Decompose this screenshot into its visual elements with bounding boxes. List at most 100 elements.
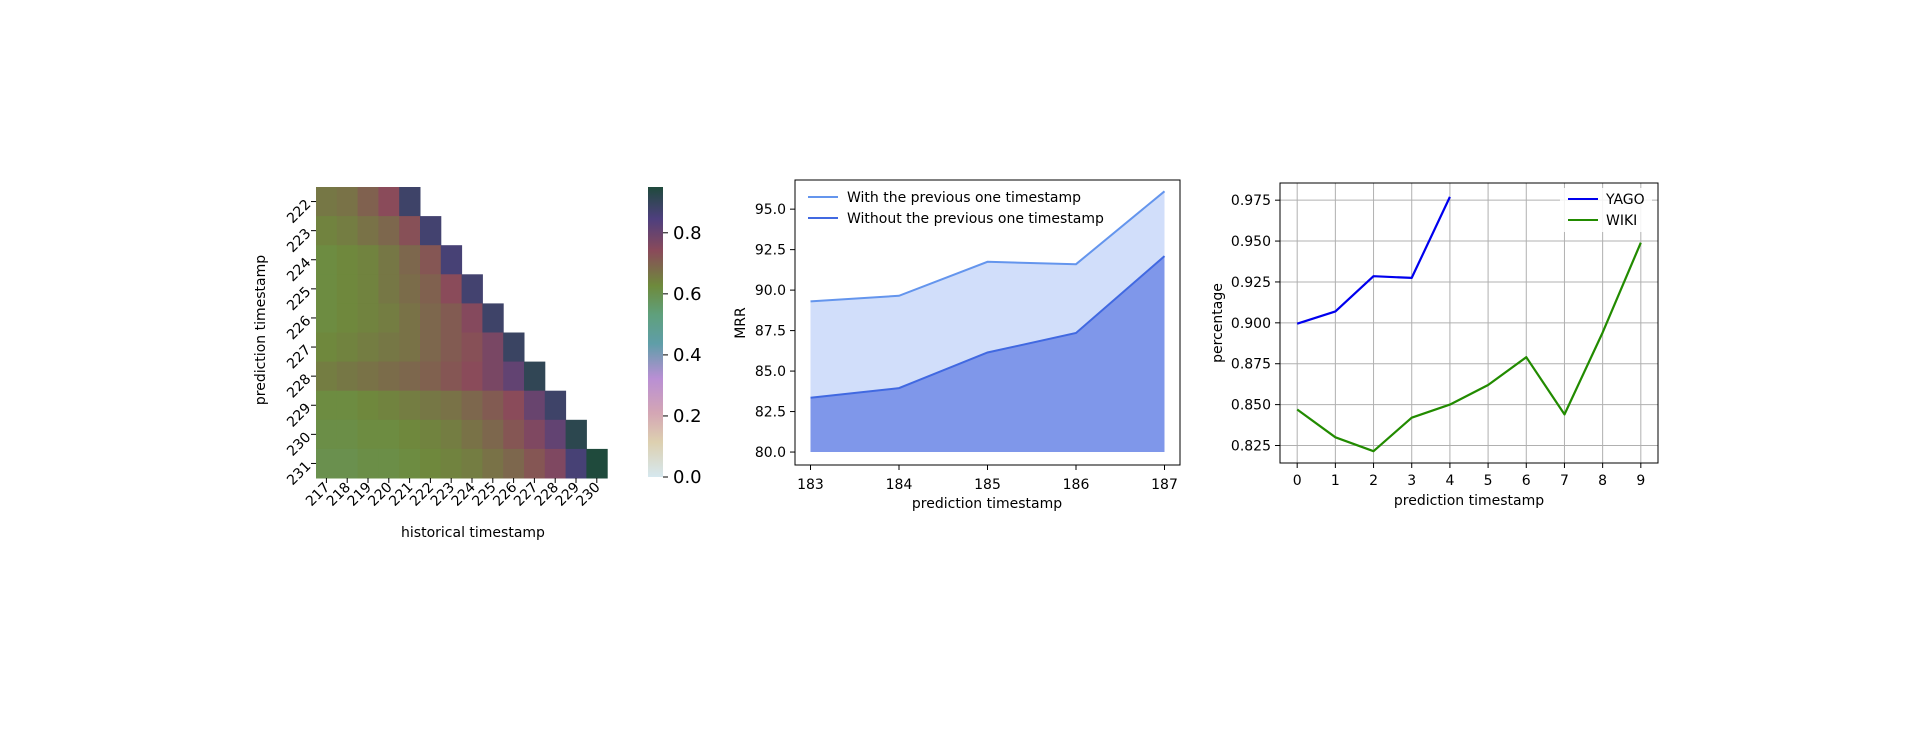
heatmap-cell: [565, 419, 587, 450]
heatmap-cell: [316, 187, 338, 217]
heatmap-cell: [336, 361, 359, 392]
heatmap-cell: [524, 390, 546, 421]
heatmap-cell: [336, 448, 359, 479]
line-chart-x-tick-label: 6: [1522, 473, 1531, 489]
line-chart-x-tick-label: 0: [1293, 473, 1302, 489]
line-chart-x-tick-label: 8: [1598, 473, 1607, 489]
heatmap-cell: [503, 361, 525, 392]
heatmap-cell: [399, 332, 421, 363]
line-chart-legend: YAGO WIKI: [1560, 188, 1652, 232]
heatmap-cell: [357, 448, 379, 479]
colorbar-tick-label: 0.2: [673, 406, 702, 427]
heatmap-cells: [316, 187, 608, 479]
heatmap-cell: [378, 448, 400, 479]
heatmap-cell: [399, 245, 421, 275]
legend-label-with-previous: With the previous one timestamp: [847, 190, 1081, 206]
heatmap-x-axis-label: historical timestamp: [401, 525, 545, 541]
line-chart-x-tick-label: 4: [1445, 473, 1454, 489]
heatmap-cell: [336, 216, 359, 246]
line-chart-y-tick-label: 0.925: [1231, 275, 1271, 291]
colorbar-ticks: 0.0 0.2 0.4 0.6 0.8: [663, 223, 702, 488]
heatmap-y-axis-label: prediction timestamp: [253, 255, 269, 405]
heatmap-cell: [524, 448, 546, 479]
heatmap-cell: [503, 332, 525, 363]
heatmap-cell: [524, 419, 546, 450]
heatmap-cell: [336, 332, 359, 363]
area-chart-y-tick-label: 92.5: [755, 243, 786, 259]
area-line-series-1: [810, 255, 1166, 399]
area-chart-y-tick-label: 85.0: [755, 364, 786, 380]
heatmap-cell: [440, 303, 463, 333]
line-chart-x-axis-label: prediction timestamp: [1394, 493, 1544, 509]
heatmap-cell: [420, 332, 442, 363]
heatmap-cell: [378, 332, 400, 363]
heatmap-cell: [544, 448, 567, 479]
line-chart-x-ticks: 0 1 2 3 4 5 6 7 8 9: [1293, 463, 1645, 489]
heatmap-cell: [482, 303, 504, 333]
heatmap-cell: [399, 419, 421, 450]
heatmap-cell: [399, 274, 421, 304]
legend-label-wiki: WIKI: [1606, 213, 1637, 229]
area-chart-y-tick-label: 87.5: [755, 324, 786, 340]
heatmap-cell: [482, 448, 504, 479]
heatmap-cell: [378, 216, 400, 246]
heatmap-cell: [565, 448, 587, 479]
heatmap-cell: [378, 245, 400, 275]
heatmap-cell: [357, 216, 379, 246]
heatmap-cell: [316, 361, 338, 392]
heatmap-cell: [482, 332, 504, 363]
heatmap-cell: [336, 274, 359, 304]
heatmap-cell: [482, 419, 504, 450]
area-chart-y-axis-label: MRR: [733, 307, 749, 339]
heatmap-cell: [399, 303, 421, 333]
heatmap-cell: [316, 419, 338, 450]
heatmap-cell: [357, 419, 379, 450]
heatmap-cell: [357, 361, 379, 392]
heatmap-cell: [482, 390, 504, 421]
heatmap-x-ticks: 2172182192202212222232242252262272282292…: [303, 478, 604, 510]
heatmap-y-tick-label: 224: [284, 255, 314, 285]
line-chart-x-tick-label: 5: [1484, 473, 1493, 489]
heatmap-cell: [316, 390, 338, 421]
line-chart-series: [1296, 196, 1642, 453]
heatmap-cell: [461, 419, 483, 450]
colorbar-tick-label: 0.6: [673, 284, 702, 305]
heatmap-cell: [378, 419, 400, 450]
heatmap-cell: [357, 245, 379, 275]
heatmap-cell: [378, 390, 400, 421]
heatmap-cell: [316, 448, 338, 479]
area-chart-plot: [810, 190, 1166, 453]
line-chart-x-tick-label: 1: [1331, 473, 1340, 489]
heatmap-y-tick-label: 225: [284, 284, 314, 314]
area-chart-legend: With the previous one timestamp Without …: [808, 190, 1104, 227]
line-chart-y-tick-label: 0.900: [1231, 316, 1271, 332]
area-line-series-0: [810, 190, 1166, 303]
heatmap-cell: [461, 448, 483, 479]
line-chart-y-tick-label: 0.950: [1231, 234, 1271, 250]
colorbar-tick-label: 0.0: [673, 467, 702, 488]
heatmap-cell: [420, 245, 442, 275]
heatmap-cell: [461, 332, 483, 363]
heatmap-cell: [440, 419, 463, 450]
heatmap-cell: [420, 303, 442, 333]
heatmap-y-tick-label: 229: [284, 400, 314, 430]
heatmap-cell: [440, 274, 463, 304]
heatmap-cell: [440, 448, 463, 479]
heatmap-cell: [461, 361, 483, 392]
line-series-wiki: [1296, 242, 1642, 453]
heatmap-cell: [503, 390, 525, 421]
heatmap-cell: [378, 274, 400, 304]
line-chart-grid: [1280, 183, 1658, 463]
heatmap-cell: [503, 419, 525, 450]
line-chart-y-ticks: 0.825 0.850 0.875 0.900 0.925 0.950 0.975: [1231, 193, 1280, 455]
line-chart-y-axis-label: percentage: [1210, 283, 1226, 363]
area-chart-panel: 80.082.585.087.590.092.595.0 183 184 185 18…: [733, 179, 1181, 512]
heatmap-y-tick-label: 222: [284, 197, 314, 227]
heatmap-cell: [461, 390, 483, 421]
colorbar-tick-label: 0.8: [673, 223, 702, 244]
area-fill-series-1: [810, 256, 1165, 452]
heatmap-cell: [399, 448, 421, 479]
colorbar: [648, 187, 663, 477]
